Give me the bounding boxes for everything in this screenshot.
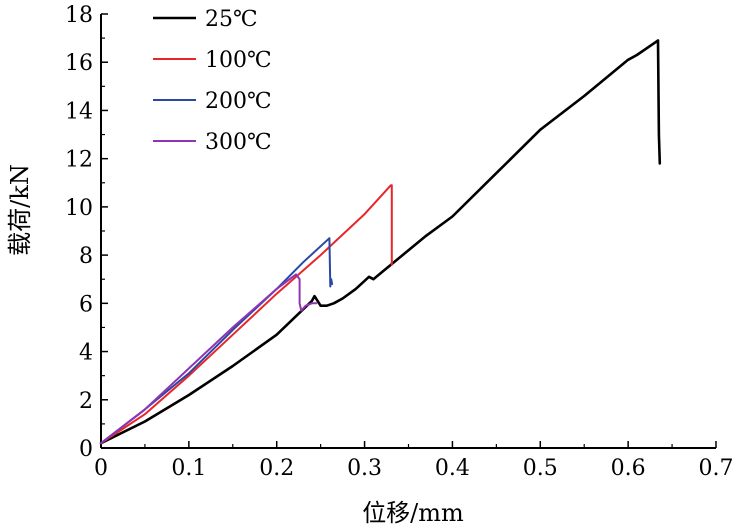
series-lines — [99, 39, 662, 445]
series-line-3 — [100, 237, 334, 445]
y-tick-label: 2 — [79, 389, 93, 414]
legend-label: 100℃ — [205, 48, 272, 73]
x-tick-label: 0.7 — [699, 456, 734, 481]
axes — [100, 14, 716, 449]
series-line-1 — [99, 39, 662, 445]
legend: 25℃ 100℃ 200℃ 300℃ — [153, 7, 272, 155]
y-tick-label: 10 — [65, 196, 93, 221]
y-tick-label: 6 — [79, 292, 93, 317]
x-tick-label: 0.2 — [259, 456, 294, 481]
y-axis-title: 载荷/kN — [6, 164, 34, 256]
legend-label: 200℃ — [205, 89, 272, 114]
series-line-2 — [100, 184, 393, 445]
x-tick-label: 0.5 — [523, 456, 558, 481]
x-tick-label: 0 — [94, 456, 108, 481]
y-tick-label: 0 — [79, 437, 93, 462]
y-tick-label: 14 — [65, 99, 93, 124]
legend-label: 25℃ — [205, 7, 258, 32]
x-tick-label: 0.4 — [435, 456, 470, 481]
series-line-4 — [100, 273, 318, 445]
x-tick-label: 0.6 — [611, 456, 646, 481]
x-axis-ticks: 0 0.1 0.2 0.3 0.4 0.5 0.6 0.7 — [94, 441, 734, 481]
y-axis-ticks: 0 2 4 6 8 10 12 14 16 18 — [65, 3, 108, 462]
y-tick-label: 8 — [79, 244, 93, 269]
y-tick-label: 4 — [79, 341, 93, 366]
y-tick-label: 12 — [65, 148, 93, 173]
x-tick-label: 0.3 — [347, 456, 382, 481]
legend-label: 300℃ — [205, 130, 272, 155]
y-tick-label: 16 — [65, 51, 93, 76]
x-axis-title: 位移/mm — [362, 499, 464, 527]
y-tick-label: 18 — [65, 3, 93, 28]
x-tick-label: 0.1 — [171, 456, 206, 481]
